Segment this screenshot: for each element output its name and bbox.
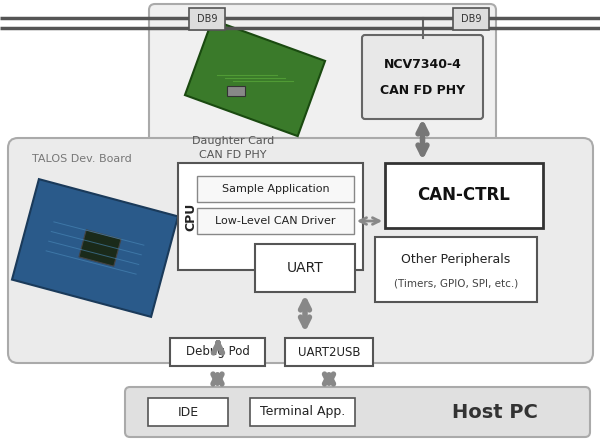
Text: Debug Pod: Debug Pod <box>185 346 250 358</box>
FancyBboxPatch shape <box>125 387 590 437</box>
Text: (Timers, GPIO, SPI, etc.): (Timers, GPIO, SPI, etc.) <box>394 278 518 288</box>
Text: CPU: CPU <box>185 202 197 231</box>
Text: Other Peripherals: Other Peripherals <box>401 252 511 266</box>
Text: Sample Application: Sample Application <box>221 184 329 194</box>
FancyBboxPatch shape <box>255 244 355 292</box>
FancyBboxPatch shape <box>8 138 593 363</box>
Text: CAN-CTRL: CAN-CTRL <box>418 187 511 205</box>
Polygon shape <box>12 179 178 317</box>
FancyBboxPatch shape <box>148 398 228 426</box>
Text: CAN FD PHY: CAN FD PHY <box>199 150 267 160</box>
Text: NCV7340-4: NCV7340-4 <box>383 57 461 71</box>
FancyBboxPatch shape <box>197 208 354 234</box>
FancyBboxPatch shape <box>362 35 483 119</box>
Text: Daughter Card: Daughter Card <box>192 136 274 146</box>
FancyBboxPatch shape <box>375 237 537 302</box>
Polygon shape <box>79 230 121 266</box>
Text: UART2USB: UART2USB <box>298 346 360 358</box>
FancyBboxPatch shape <box>385 163 543 228</box>
Text: DB9: DB9 <box>197 14 217 24</box>
Text: Terminal App.: Terminal App. <box>260 405 345 419</box>
FancyBboxPatch shape <box>170 338 265 366</box>
Text: Low-Level CAN Driver: Low-Level CAN Driver <box>215 216 336 226</box>
Text: Host PC: Host PC <box>452 403 538 422</box>
FancyBboxPatch shape <box>250 398 355 426</box>
FancyBboxPatch shape <box>178 163 363 270</box>
FancyBboxPatch shape <box>285 338 373 366</box>
Text: DB9: DB9 <box>461 14 481 24</box>
Polygon shape <box>185 20 325 136</box>
FancyBboxPatch shape <box>189 8 225 30</box>
Text: IDE: IDE <box>178 405 199 419</box>
FancyBboxPatch shape <box>453 8 489 30</box>
FancyBboxPatch shape <box>149 4 496 164</box>
FancyBboxPatch shape <box>197 176 354 202</box>
Text: TALOS Dev. Board: TALOS Dev. Board <box>32 154 132 164</box>
Text: CAN FD PHY: CAN FD PHY <box>380 84 465 96</box>
FancyBboxPatch shape <box>227 86 245 96</box>
Text: UART: UART <box>287 261 323 275</box>
